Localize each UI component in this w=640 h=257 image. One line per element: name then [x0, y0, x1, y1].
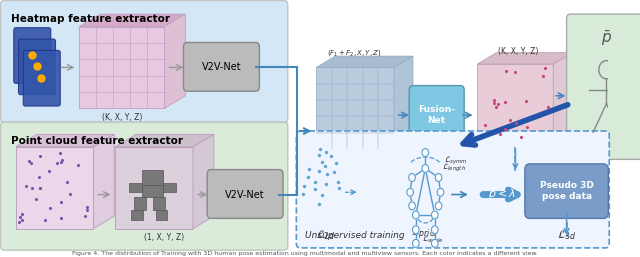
Circle shape	[409, 202, 415, 210]
FancyBboxPatch shape	[14, 28, 51, 83]
Bar	[156, 210, 168, 219]
Bar	[153, 197, 164, 210]
Bar	[129, 183, 142, 192]
Circle shape	[407, 188, 413, 196]
Bar	[316, 67, 394, 149]
FancyBboxPatch shape	[409, 86, 464, 146]
Text: V2V-Net: V2V-Net	[225, 190, 265, 199]
Text: Pseudo 3D
pose data: Pseudo 3D pose data	[540, 181, 593, 201]
FancyBboxPatch shape	[296, 131, 609, 248]
FancyBboxPatch shape	[1, 122, 288, 250]
FancyBboxPatch shape	[184, 42, 259, 91]
Polygon shape	[193, 134, 214, 229]
Polygon shape	[16, 134, 115, 147]
Bar	[16, 147, 93, 229]
Polygon shape	[93, 134, 115, 229]
Circle shape	[422, 164, 429, 172]
Circle shape	[413, 226, 419, 234]
Bar	[134, 197, 145, 210]
Text: Point cloud feature extractor: Point cloud feature extractor	[11, 135, 183, 145]
Circle shape	[422, 149, 429, 157]
FancyBboxPatch shape	[207, 170, 283, 218]
Text: $\mathcal{L}_{prior}$: $\mathcal{L}_{prior}$	[411, 226, 440, 242]
FancyBboxPatch shape	[19, 39, 56, 95]
Polygon shape	[316, 56, 413, 67]
Text: $\mathcal{L}_{symm}$: $\mathcal{L}_{symm}$	[444, 155, 468, 167]
Text: $\mathcal{L}_{3d}$: $\mathcal{L}_{3d}$	[557, 228, 577, 242]
FancyBboxPatch shape	[23, 50, 60, 106]
Text: $\mathcal{L}_{length}$: $\mathcal{L}_{length}$	[442, 162, 467, 175]
Circle shape	[409, 173, 415, 181]
Circle shape	[435, 202, 442, 210]
Text: V2V-Net: V2V-Net	[202, 62, 241, 72]
Text: $\mathcal{L}_{2d}$: $\mathcal{L}_{2d}$	[316, 228, 335, 242]
Text: $\mathcal{L}_{angle}$: $\mathcal{L}_{angle}$	[422, 234, 444, 246]
Circle shape	[435, 173, 442, 181]
Circle shape	[431, 211, 438, 219]
Text: (K, X, Y, Z): (K, X, Y, Z)	[102, 113, 142, 122]
Text: $\bar{p} < \lambda$: $\bar{p} < \lambda$	[488, 187, 516, 202]
Bar	[163, 183, 176, 192]
Bar	[115, 147, 193, 229]
Circle shape	[413, 211, 419, 219]
Polygon shape	[164, 14, 186, 108]
Circle shape	[431, 239, 438, 247]
Bar	[79, 26, 164, 108]
Polygon shape	[477, 53, 572, 64]
Bar	[477, 64, 554, 146]
Text: Figure 4. The distribution of Training with 3D human pose estimation using multi: Figure 4. The distribution of Training w…	[72, 251, 538, 256]
Text: Unsupervised training: Unsupervised training	[305, 231, 404, 240]
Text: Heatmap feature extractor: Heatmap feature extractor	[11, 14, 170, 24]
FancyBboxPatch shape	[525, 164, 608, 218]
Text: $(F_1 + F_2, X, Y, Z)$: $(F_1 + F_2, X, Y, Z)$	[327, 48, 381, 58]
Polygon shape	[394, 56, 413, 149]
Circle shape	[431, 226, 438, 234]
Bar	[142, 170, 163, 186]
Polygon shape	[115, 134, 214, 147]
Text: (1, X, Y, Z): (1, X, Y, Z)	[145, 233, 184, 242]
Circle shape	[437, 188, 444, 196]
Circle shape	[413, 239, 419, 247]
Polygon shape	[79, 14, 186, 26]
FancyBboxPatch shape	[566, 14, 640, 159]
Polygon shape	[554, 53, 572, 146]
Text: Fusion-
Net: Fusion- Net	[418, 105, 455, 125]
Text: (K, X, Y, Z): (K, X, Y, Z)	[498, 47, 538, 56]
FancyBboxPatch shape	[1, 1, 288, 123]
Text: $\bar{p}$: $\bar{p}$	[601, 29, 612, 48]
Bar	[131, 210, 143, 219]
Bar	[142, 186, 163, 197]
